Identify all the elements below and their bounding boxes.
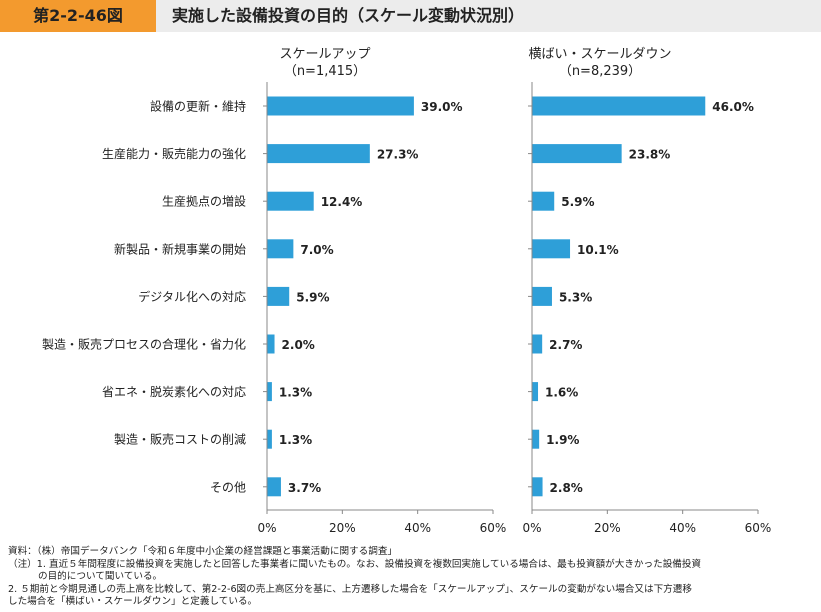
figure-title: 実施した設備投資の目的（スケール変動状況別） bbox=[172, 6, 525, 25]
data-label: 23.8% bbox=[629, 148, 671, 162]
data-label: 2.0% bbox=[282, 338, 315, 352]
x-tick-label: 40% bbox=[404, 521, 431, 535]
category-label: デジタル化への対応 bbox=[138, 289, 246, 304]
category-label: 製造・販売プロセスの合理化・省力化 bbox=[42, 337, 246, 352]
data-label: 1.3% bbox=[279, 386, 312, 400]
data-label: 46.0% bbox=[712, 100, 754, 114]
panel-title: スケールアップ bbox=[279, 47, 370, 62]
x-tick-label: 0% bbox=[257, 521, 276, 535]
category-label: 生産拠点の増設 bbox=[162, 194, 246, 209]
category-label: 生産能力・販売能力の強化 bbox=[102, 146, 246, 161]
category-label: その他 bbox=[210, 480, 246, 494]
note-2: 2. ５期前と今期見通しの売上高を比較して、第2-2-6図の売上高区分を基に、上… bbox=[8, 583, 692, 595]
bar bbox=[532, 334, 543, 354]
data-label: 1.6% bbox=[545, 386, 578, 400]
x-tick-label: 0% bbox=[522, 521, 541, 535]
note-2-cont: した場合を「横ばい・スケールダウン」と定義している。 bbox=[8, 596, 258, 608]
bar bbox=[532, 286, 552, 306]
data-label: 39.0% bbox=[421, 100, 463, 114]
bar bbox=[532, 191, 555, 211]
category-label: 省エネ・脱炭素化への対応 bbox=[102, 384, 246, 399]
note-1: （注）1. 直近５年間程度に設備投資を実施したと回答した事業者に聞いたもの。なお… bbox=[8, 558, 702, 570]
data-label: 1.3% bbox=[279, 433, 312, 447]
data-label: 5.9% bbox=[296, 290, 329, 304]
x-tick-label: 20% bbox=[329, 521, 356, 535]
panel-subtitle: （n=1,415） bbox=[284, 64, 366, 79]
bar bbox=[532, 477, 543, 497]
figure-label: 第2-2-46図 bbox=[0, 0, 156, 32]
bar bbox=[267, 477, 281, 497]
x-tick-label: 40% bbox=[669, 521, 696, 535]
category-label: 製造・販売コストの削減 bbox=[114, 432, 246, 447]
panel-subtitle: （n=8,239） bbox=[559, 64, 641, 79]
bar bbox=[267, 286, 290, 306]
data-label: 27.3% bbox=[377, 148, 419, 162]
bar bbox=[267, 144, 370, 164]
data-label: 7.0% bbox=[300, 243, 333, 257]
x-tick-label: 60% bbox=[480, 521, 507, 535]
panel-title: 横ばい・スケールダウン bbox=[528, 47, 671, 62]
bar bbox=[267, 334, 275, 354]
bar bbox=[267, 429, 272, 449]
data-label: 3.7% bbox=[288, 481, 321, 495]
category-label: 新製品・新規事業の開始 bbox=[114, 241, 246, 256]
bar bbox=[532, 239, 571, 259]
x-tick-label: 20% bbox=[594, 521, 621, 535]
bar bbox=[532, 429, 540, 449]
source-note: 資料：（株）帝国データバンク「令和６年度中小企業の経営課題と事業活動に関する調査… bbox=[8, 546, 398, 557]
bar bbox=[267, 191, 314, 211]
note-1-cont: の目的について聞いている。 bbox=[38, 571, 163, 583]
bar bbox=[267, 96, 414, 116]
notes: 資料：（株）帝国データバンク「令和６年度中小企業の経営課題と事業活動に関する調査… bbox=[8, 546, 813, 609]
bar bbox=[267, 239, 294, 259]
x-tick-label: 60% bbox=[745, 521, 772, 535]
bar bbox=[532, 96, 706, 116]
data-label: 2.7% bbox=[549, 338, 582, 352]
data-label: 10.1% bbox=[577, 243, 619, 257]
bar-chart: スケールアップ （n=1,415） 39.0% 設備の更新・維持 27.3% 生産能力・販… bbox=[42, 47, 772, 535]
data-label: 1.9% bbox=[546, 433, 579, 447]
bar bbox=[532, 144, 622, 164]
data-label: 5.3% bbox=[559, 290, 592, 304]
bar bbox=[267, 382, 272, 402]
category-label: 設備の更新・維持 bbox=[150, 99, 246, 114]
data-label: 12.4% bbox=[321, 195, 363, 209]
data-label: 2.8% bbox=[550, 481, 583, 495]
bar bbox=[532, 382, 539, 402]
figure-header: 第2-2-46図 実施した設備投資の目的（スケール変動状況別） bbox=[0, 0, 821, 32]
data-label: 5.9% bbox=[561, 195, 594, 209]
